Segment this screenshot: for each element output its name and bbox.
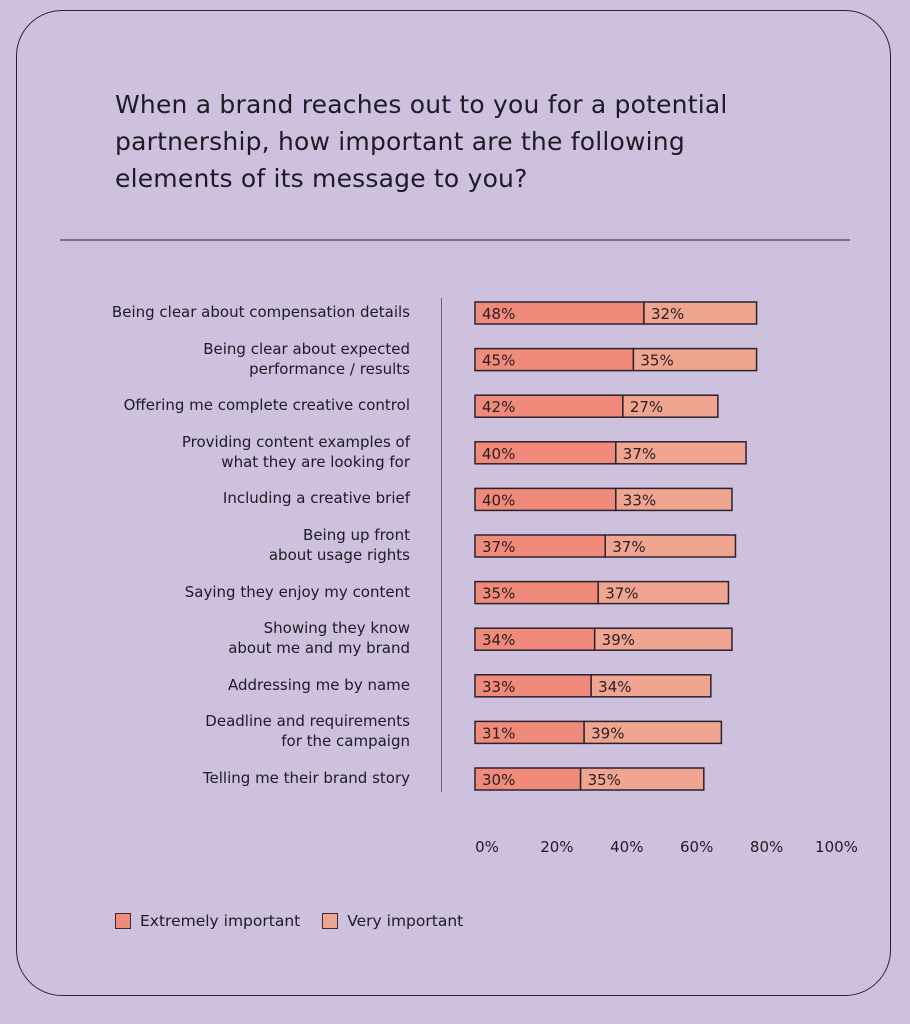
data-label: 34%: [598, 678, 631, 696]
legend-item-very: Very important: [322, 912, 463, 930]
bar-very-important: [590, 674, 712, 698]
data-label: 27%: [630, 398, 663, 416]
data-label: 40%: [482, 445, 515, 463]
category-label: Saying they enjoy my content: [184, 582, 410, 601]
card-frame: [16, 10, 891, 996]
category-label: Telling me their brand story: [202, 769, 410, 787]
x-tick-label: 40%: [610, 838, 644, 856]
bar-very-important: [597, 580, 730, 605]
bar-very-important: [622, 394, 719, 418]
legend-swatch-very: [322, 913, 339, 929]
bar-very-important: [615, 487, 733, 512]
data-label: 33%: [623, 491, 656, 509]
category-label: Addressing me by name: [227, 675, 410, 694]
data-label: 37%: [482, 538, 515, 556]
data-label: 37%: [623, 445, 656, 463]
data-label: 42%: [482, 398, 515, 416]
data-label: 48%: [482, 305, 515, 323]
bar-very-important: [583, 720, 723, 745]
data-label: 35%: [482, 585, 515, 603]
data-label: 37%: [612, 538, 645, 556]
x-tick-label: 80%: [749, 838, 784, 856]
x-tick-label: 60%: [680, 838, 714, 856]
data-label: 31%: [482, 724, 515, 742]
legend-label: Extremely important: [140, 912, 301, 930]
data-label: 45%: [482, 352, 515, 370]
category-label: Being clear about expected performance /…: [203, 339, 410, 378]
data-label: 30%: [482, 771, 515, 789]
category-label: Offering me complete creative control: [123, 396, 410, 415]
data-label: 35%: [588, 771, 621, 789]
data-label: 37%: [605, 585, 638, 603]
bar-very-important: [604, 534, 737, 558]
legend: Extremely important Very important: [115, 912, 485, 930]
data-label: 39%: [602, 631, 635, 649]
title-divider: [60, 239, 850, 241]
category-label: Being up front about usage rights: [268, 526, 410, 564]
bar-very-important: [593, 627, 733, 651]
x-tick-label: 20%: [540, 838, 574, 856]
data-label: 35%: [640, 352, 673, 370]
category-label: Including a creative brief: [222, 489, 410, 508]
legend-swatch-extremely: [115, 913, 131, 929]
x-tick-label: 0%: [475, 838, 499, 856]
bar-very-important: [579, 767, 705, 791]
legend-item-extremely: Extremely important: [115, 912, 300, 930]
bar-very-important: [615, 441, 747, 465]
category-label: Deadline and requirements for the campai…: [205, 712, 410, 751]
data-label: 40%: [482, 491, 515, 509]
legend-label: Very important: [347, 912, 464, 930]
data-label: 33%: [482, 678, 515, 696]
category-axis-line: [441, 298, 442, 792]
category-label: Being clear about compensation details: [111, 303, 410, 321]
chart-title: When a brand reaches out to you for a po…: [115, 90, 728, 193]
category-label: Providing content examples of what they …: [181, 432, 410, 471]
bar-very-important: [643, 301, 758, 325]
x-tick-label: 100%: [815, 838, 858, 856]
data-label: 32%: [651, 305, 684, 323]
bar-very-important: [632, 347, 758, 372]
data-label: 39%: [591, 724, 624, 742]
data-label: 34%: [482, 631, 515, 649]
category-label: Showing they know about me and my brand: [228, 619, 410, 658]
